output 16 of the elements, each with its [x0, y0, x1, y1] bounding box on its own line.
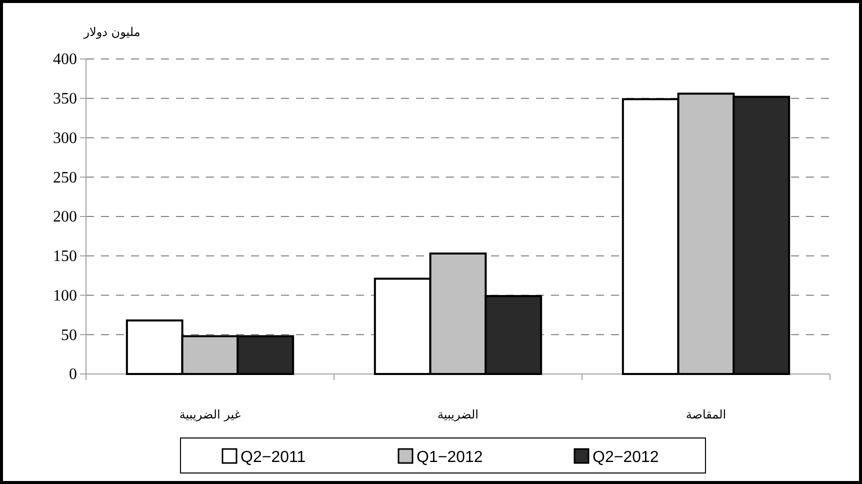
y-tick-label: 200	[53, 208, 77, 226]
x-tick-label: الضريبية	[437, 408, 479, 422]
y-tick-label: 400	[53, 51, 77, 68]
y-tick-label: 50	[61, 326, 77, 344]
x-tick-label: غير الضريبية	[179, 408, 241, 422]
x-tick-label: المقاصة	[686, 408, 726, 422]
y-tick-label: 0	[69, 366, 77, 384]
y-tick-label: 300	[53, 130, 77, 147]
y-axis-title: مليون دولار	[82, 25, 140, 39]
legend-label: Q2−2011	[240, 449, 306, 466]
legend-label: Q1−2012	[416, 449, 483, 466]
y-tick-label: 250	[53, 169, 77, 186]
y-tick-label: 150	[53, 248, 77, 265]
y-tick-label: 350	[53, 90, 77, 108]
y-tick-label: 100	[53, 287, 77, 304]
legend-label: Q2−2012	[592, 449, 659, 466]
